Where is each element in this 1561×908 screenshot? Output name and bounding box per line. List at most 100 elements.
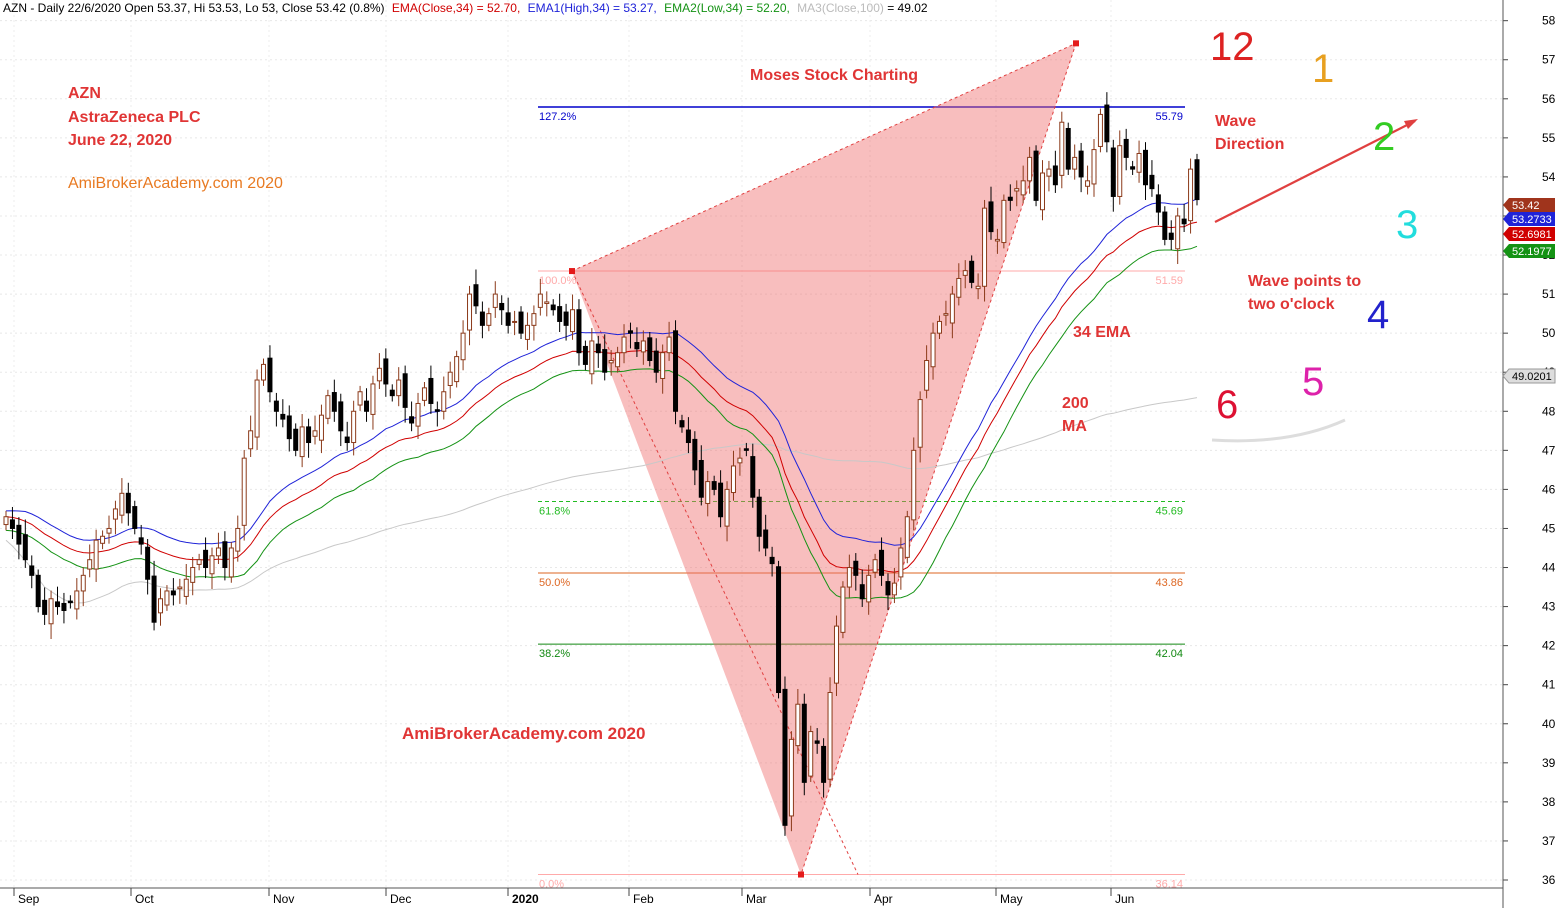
- fib-level-value: 45.69: [1155, 506, 1183, 518]
- candle-body: [730, 465, 736, 494]
- price-axis: 3637383940414243444546474849505152535455…: [1502, 0, 1556, 908]
- moving-average-lines: [5, 198, 1198, 604]
- candle-body: [827, 692, 833, 780]
- candle-body: [106, 527, 112, 534]
- candle-body: [151, 575, 157, 623]
- candle-body: [16, 524, 22, 545]
- candle-body: [396, 379, 402, 397]
- candle-body: [338, 401, 344, 432]
- candle-body: [447, 371, 453, 387]
- candle-body: [119, 492, 125, 516]
- fib-level-value: 55.79: [1155, 111, 1183, 123]
- candle-body: [776, 566, 782, 694]
- candle-body: [879, 549, 885, 576]
- candle-body: [318, 414, 324, 441]
- candle-body: [1155, 194, 1161, 213]
- price-tag: [1503, 227, 1555, 241]
- y-tick-label: 41: [1542, 678, 1556, 692]
- y-tick-label: 48: [1542, 404, 1556, 418]
- candle-body: [750, 456, 756, 498]
- candle-body: [821, 745, 827, 783]
- moses-label: Moses Stock Charting: [750, 67, 918, 84]
- wave-direction-arrow: [1214, 120, 1416, 223]
- candle-body: [570, 309, 576, 333]
- x-tick-label: Feb: [633, 892, 654, 906]
- candle-body: [93, 539, 99, 570]
- candle-body: [222, 541, 228, 569]
- header-symbol-info: AZN - Daily 22/6/2020 Open 53.37, Hi 53.…: [3, 1, 385, 15]
- candle-body: [531, 313, 537, 326]
- candle-body: [634, 342, 640, 350]
- clock-number-3: 3: [1396, 203, 1418, 247]
- candle-body: [718, 482, 724, 518]
- candle-body: [67, 600, 73, 604]
- candle-body: [698, 459, 704, 498]
- candle-body: [267, 357, 273, 393]
- candle-body: [1117, 145, 1123, 197]
- candle-body: [248, 430, 254, 450]
- x-tick-label: Mar: [746, 892, 767, 906]
- pattern-point: [1073, 40, 1079, 47]
- candle-body: [904, 516, 910, 558]
- candle-body: [763, 529, 769, 549]
- candle-body: [357, 391, 363, 406]
- candle-body: [1072, 156, 1078, 170]
- y-tick-label: 38: [1542, 795, 1556, 809]
- candle-body: [930, 332, 936, 368]
- candle-body: [666, 336, 672, 354]
- candle-body: [492, 293, 498, 308]
- candle-body: [705, 481, 711, 504]
- price-tag-label: 52.1977: [1512, 246, 1552, 258]
- candle-body: [988, 201, 994, 233]
- candle-body: [383, 358, 389, 385]
- x-tick-label: Apr: [874, 892, 893, 906]
- price-tags: 53.42 53.2733 52.6981 52.1977 49.0201: [1502, 198, 1556, 384]
- ema34-label: 34 EMA: [1073, 324, 1131, 341]
- y-tick-label: 58: [1542, 14, 1556, 28]
- x-tick-label: Sep: [18, 892, 40, 906]
- candle-body: [286, 415, 292, 440]
- clock-number-2: 2: [1373, 115, 1395, 159]
- candle-body: [1149, 174, 1155, 190]
- candle-body: [943, 313, 949, 316]
- candle-body: [692, 438, 698, 471]
- candle-body: [376, 367, 382, 382]
- watermark-bottom: AmiBrokerAcademy.com 2020: [402, 724, 645, 743]
- candle-body: [505, 312, 511, 326]
- clock-number-1: 1: [1312, 47, 1334, 91]
- candle-body: [241, 457, 247, 526]
- pattern-edge: [800, 43, 1077, 875]
- candle-body: [1188, 168, 1194, 222]
- y-tick-label: 46: [1542, 482, 1556, 496]
- candle-body: [80, 574, 86, 592]
- candle-body: [132, 506, 138, 529]
- candle-body: [415, 402, 421, 427]
- candle-body: [35, 574, 41, 608]
- candle-body: [183, 578, 189, 597]
- candle-body: [1181, 218, 1187, 225]
- candle-body: [351, 410, 357, 444]
- x-tick-label: Jun: [1115, 892, 1134, 906]
- candle-body: [595, 343, 601, 354]
- header-ema2-low: EMA2(Low,34) = 52.20,: [664, 1, 790, 15]
- candle-body: [370, 383, 376, 415]
- candle-body: [673, 330, 679, 412]
- clock-number-6: 6: [1216, 383, 1238, 427]
- date-label: June 22, 2020: [68, 132, 172, 149]
- clock-number-5: 5: [1302, 360, 1324, 404]
- candle-body: [215, 547, 221, 557]
- candle-body: [1046, 168, 1052, 177]
- candle-body: [743, 448, 749, 451]
- candle-body: [647, 337, 653, 362]
- candle-body: [524, 324, 530, 340]
- candle-body: [1014, 188, 1020, 192]
- ma100-line: [5, 397, 1198, 604]
- candle-body: [769, 556, 775, 565]
- wave-direction-line1: Wave: [1215, 113, 1256, 130]
- candle-body: [801, 703, 807, 783]
- price-tag-label: 52.6981: [1512, 229, 1552, 241]
- candle-body: [454, 356, 460, 383]
- candle-body: [859, 584, 865, 600]
- x-tick-label: 2020: [512, 892, 539, 906]
